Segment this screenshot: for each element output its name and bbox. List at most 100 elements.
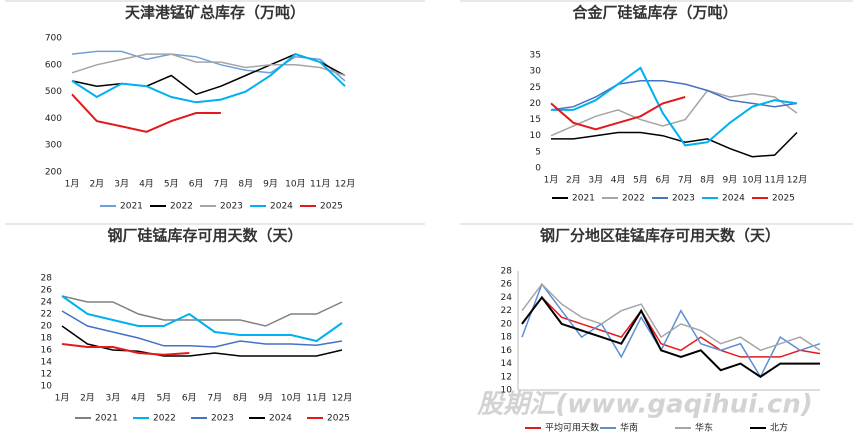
x-tick-label: 6月 xyxy=(182,393,197,404)
legend-label: 2022 xyxy=(170,202,193,212)
series-line xyxy=(61,325,343,357)
y-tick-label: 700 xyxy=(45,34,62,44)
x-tick-label: 7月 xyxy=(214,179,229,190)
x-tick-label: 5月 xyxy=(156,393,171,404)
y-tick-label: 18 xyxy=(501,333,513,343)
x-tick-label: 4月 xyxy=(611,175,626,186)
x-tick-label: 12月 xyxy=(335,179,355,190)
x-tick-label: 9月 xyxy=(258,393,273,404)
y-tick-label: 28 xyxy=(501,267,513,277)
x-tick-label: 10月 xyxy=(285,179,305,190)
series-line xyxy=(61,343,190,356)
x-tick-label: 12月 xyxy=(332,393,352,404)
x-tick-label: 2月 xyxy=(80,393,95,404)
y-tick-label: 26 xyxy=(501,280,513,290)
y-tick-label: 10 xyxy=(501,386,513,396)
legend-label: 2023 xyxy=(220,202,243,212)
y-tick-label: 15 xyxy=(530,115,541,125)
legend-label: 2025 xyxy=(320,202,343,212)
series-line xyxy=(521,283,821,352)
legend-label: 2023 xyxy=(211,414,234,424)
x-tick-label: 2月 xyxy=(566,175,581,186)
legend-label: 2021 xyxy=(95,414,118,424)
series-line xyxy=(551,131,798,158)
series-line xyxy=(550,96,686,131)
y-tick-label: 16 xyxy=(41,346,53,356)
x-tick-label: 2月 xyxy=(89,179,104,190)
chart-title: 合金厂硅锰库存（万吨） xyxy=(571,4,737,22)
chart-title: 钢厂分地区硅锰库存可用天数（天） xyxy=(540,227,780,245)
x-tick-label: 7月 xyxy=(207,393,222,404)
legend-label: 2022 xyxy=(153,414,176,424)
legend-label: 2022 xyxy=(622,194,645,204)
y-tick-label: 26 xyxy=(41,286,53,296)
x-tick-label: 1月 xyxy=(544,175,559,186)
x-tick-label: 7月 xyxy=(678,175,693,186)
y-tick-label: 200 xyxy=(45,168,62,178)
legend-label: 华南 xyxy=(620,422,638,434)
y-tick-label: 5 xyxy=(535,147,541,157)
x-tick-label: 9月 xyxy=(263,179,278,190)
y-tick-label: 30 xyxy=(530,67,542,77)
x-tick-label: 8月 xyxy=(233,393,248,404)
y-tick-label: 28 xyxy=(41,274,53,284)
x-tick-label: 5月 xyxy=(164,179,179,190)
y-tick-label: 14 xyxy=(41,358,53,368)
y-tick-label: 400 xyxy=(45,114,62,124)
legend-label: 2023 xyxy=(672,194,695,204)
series-line xyxy=(71,93,221,133)
legend-label: 2021 xyxy=(120,202,143,212)
series-line xyxy=(71,50,346,82)
y-tick-label: 12 xyxy=(501,372,512,382)
x-tick-label: 8月 xyxy=(238,179,253,190)
series-line xyxy=(550,80,798,111)
y-tick-label: 20 xyxy=(501,319,513,329)
x-tick-label: 1月 xyxy=(65,179,80,190)
chart-title: 天津港锰矿总库存（万吨） xyxy=(125,4,305,22)
x-tick-label: 11月 xyxy=(306,393,326,404)
x-tick-label: 10月 xyxy=(281,393,301,404)
y-tick-label: 24 xyxy=(501,293,513,303)
y-tick-label: 22 xyxy=(41,310,52,320)
y-tick-label: 300 xyxy=(45,141,62,151)
series-line xyxy=(551,66,798,147)
x-tick-label: 6月 xyxy=(189,179,204,190)
y-tick-label: 600 xyxy=(45,60,62,70)
series-line xyxy=(71,53,346,77)
y-tick-label: 500 xyxy=(45,87,62,97)
legend-label: 2021 xyxy=(572,194,595,204)
y-tick-label: 12 xyxy=(41,370,52,380)
y-tick-label: 0 xyxy=(535,164,541,174)
chart-title: 钢厂硅锰库存可用天数（天） xyxy=(107,227,302,245)
series-line xyxy=(71,52,346,104)
x-tick-label: 11月 xyxy=(310,179,330,190)
y-tick-label: 20 xyxy=(530,99,542,109)
legend-label: 北方 xyxy=(770,422,788,434)
x-tick-label: 3月 xyxy=(114,179,129,190)
legend-label: 2024 xyxy=(270,202,293,212)
x-tick-label: 4月 xyxy=(131,393,146,404)
legend-label: 2024 xyxy=(722,194,745,204)
y-tick-label: 10 xyxy=(41,382,53,392)
y-tick-label: 24 xyxy=(41,298,53,308)
x-tick-label: 6月 xyxy=(655,175,670,186)
x-tick-label: 10月 xyxy=(742,175,762,186)
y-tick-label: 22 xyxy=(501,306,512,316)
y-tick-label: 18 xyxy=(41,334,53,344)
x-tick-label: 9月 xyxy=(723,175,738,186)
legend-label: 2024 xyxy=(269,414,292,424)
series-line xyxy=(61,295,343,343)
x-tick-label: 3月 xyxy=(106,393,121,404)
legend-label: 华东 xyxy=(695,422,713,434)
y-tick-label: 14 xyxy=(501,359,513,369)
legend-label: 2025 xyxy=(327,414,350,424)
y-tick-label: 10 xyxy=(530,131,542,141)
x-tick-label: 1月 xyxy=(55,393,70,404)
x-tick-label: 3月 xyxy=(588,175,603,186)
x-tick-label: 12月 xyxy=(787,175,807,186)
y-tick-label: 20 xyxy=(41,322,53,332)
series-line xyxy=(521,295,820,378)
legend-label: 2025 xyxy=(772,194,795,204)
series-line xyxy=(550,89,798,137)
